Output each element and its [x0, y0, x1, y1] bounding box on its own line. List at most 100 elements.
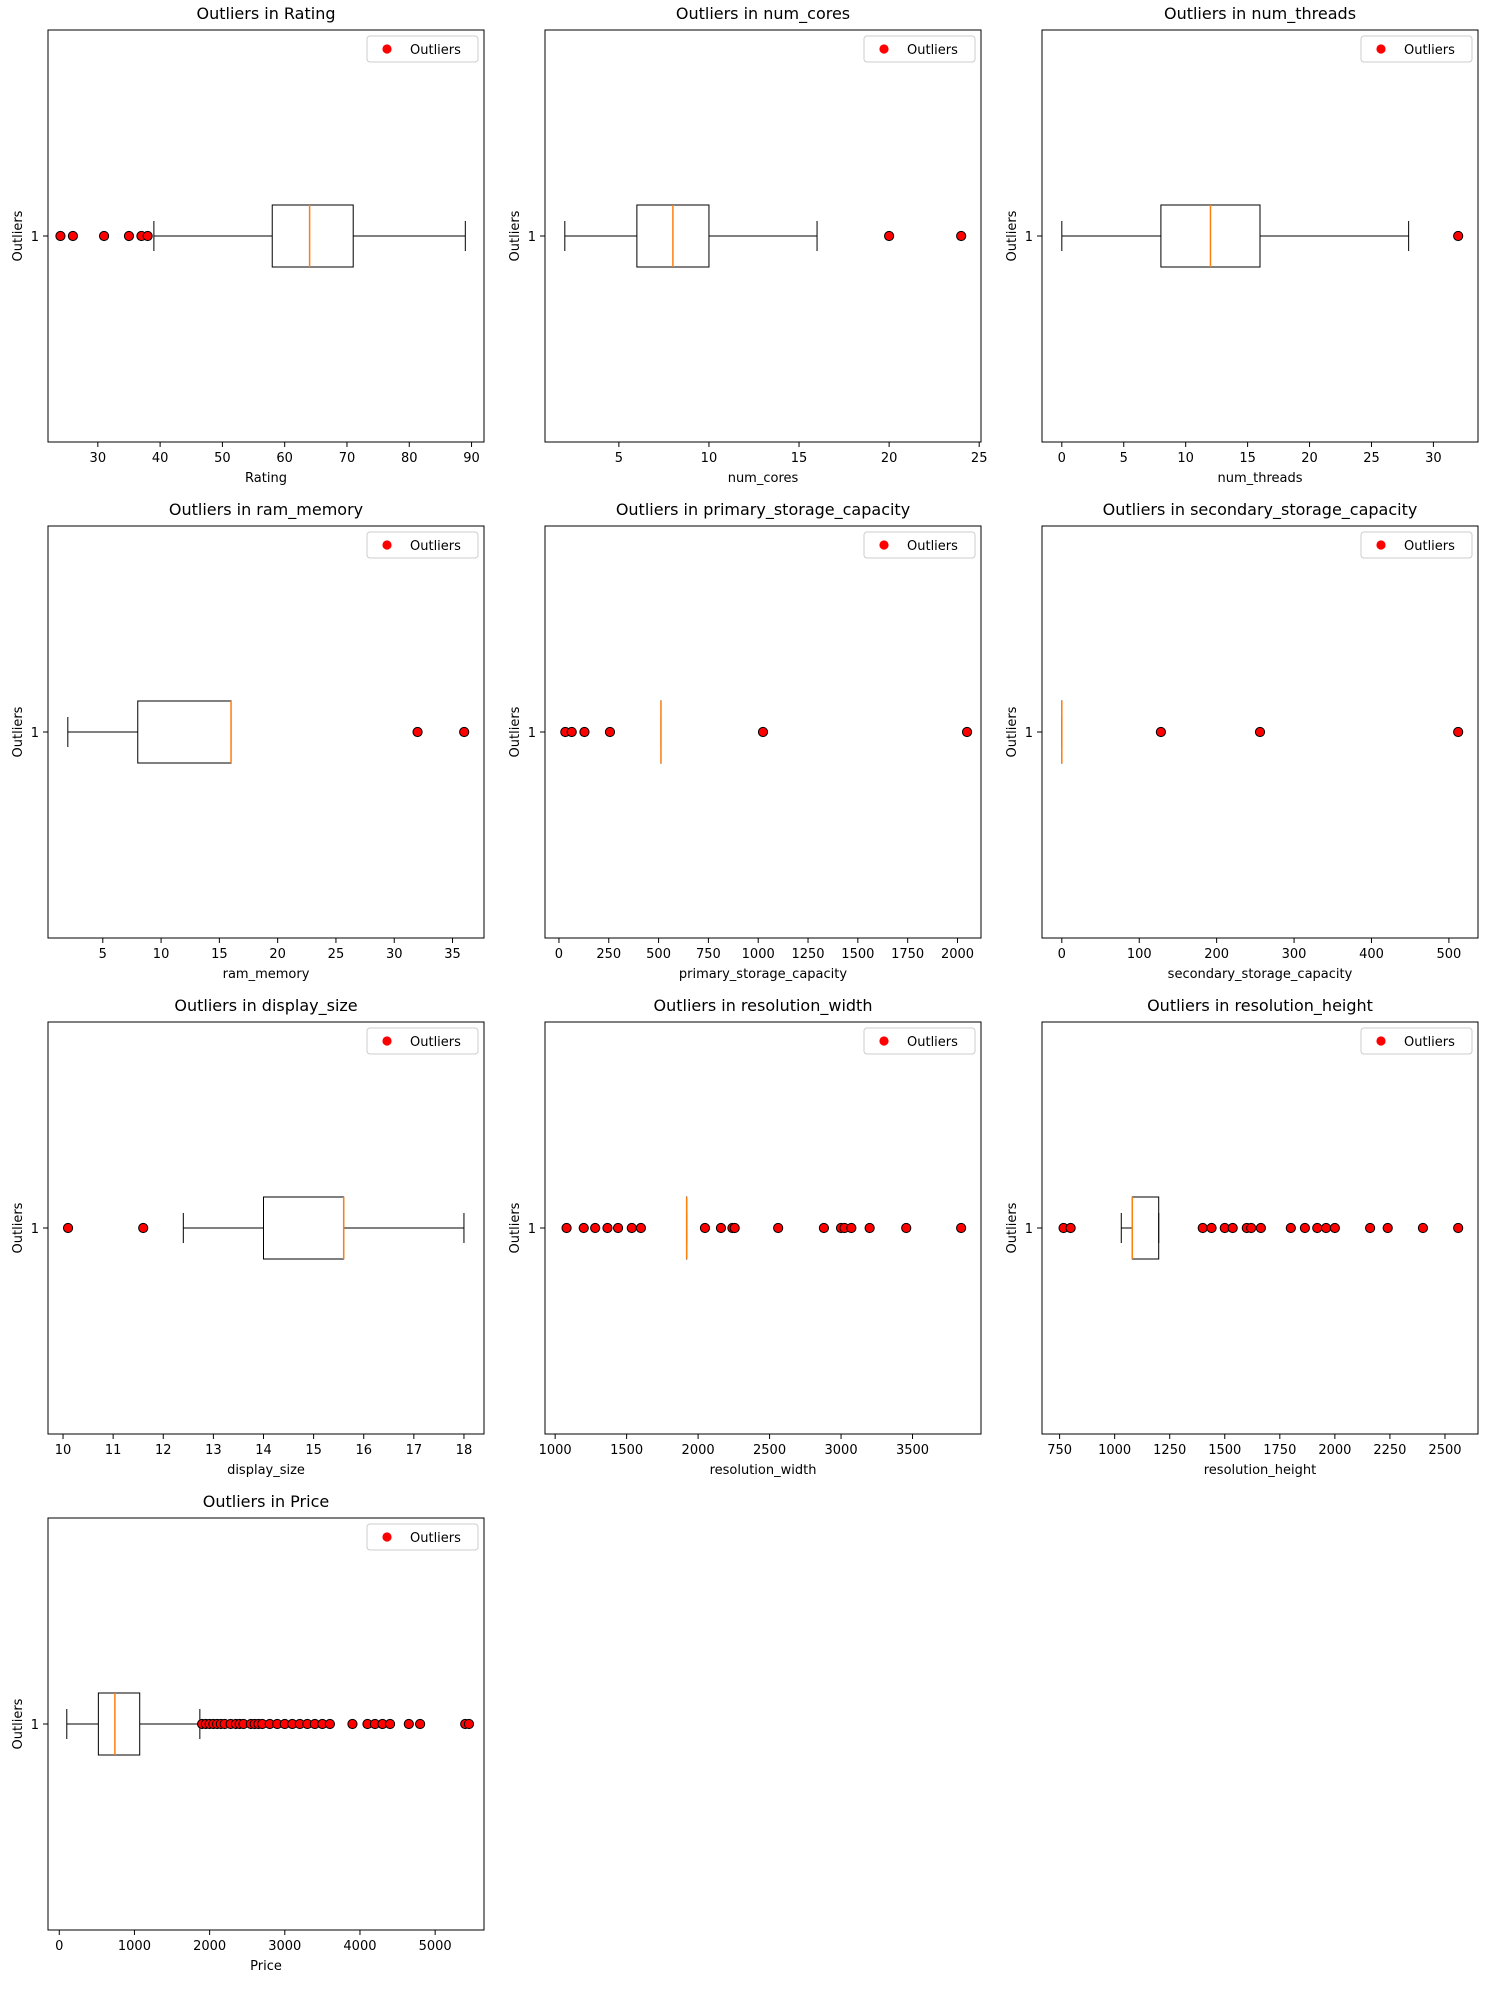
x-tick-label: 0 [1058, 451, 1066, 466]
x-tick-label: 40 [152, 451, 169, 466]
chart-panel-2: Outliers in num_cores 5 10 15 20 25 num_cores 1… [508, 4, 987, 486]
x-tick-label: 16 [355, 1443, 372, 1458]
x-tick-label: 50 [214, 451, 231, 466]
legend-box [1360, 1027, 1473, 1055]
outlier-point [67, 230, 79, 242]
x-tick-label: 1000 [539, 1443, 572, 1458]
legend-marker [1376, 1036, 1386, 1046]
outlier-point [138, 1222, 149, 1234]
y-axis-label: Outliers [11, 1698, 26, 1749]
iqr-box [137, 700, 232, 764]
chart-panel-3: Outliers in num_threads 0 5 10 15 20 25 30 num_t… [1005, 4, 1479, 486]
x-tick-label: 300 [1282, 947, 1307, 962]
legend-label: Outliers [1404, 1035, 1455, 1050]
outlier-point [729, 1222, 740, 1234]
x-tick-label: 2000 [193, 1939, 226, 1954]
legend-label: Outliers [410, 43, 461, 58]
x-tick-label: 25 [328, 947, 345, 962]
legend-box [366, 531, 479, 559]
outlier-point [590, 1222, 601, 1234]
legend-marker [879, 1036, 889, 1046]
x-tick-label: 14 [255, 1443, 272, 1458]
x-tick-label: 60 [276, 451, 293, 466]
x-tick-label: 1750 [891, 947, 924, 962]
y-tick-label: 1 [528, 1222, 536, 1237]
y-axis-label: Outliers [11, 210, 26, 261]
x-tick-label: 1250 [791, 947, 824, 962]
x-tick-label: 3500 [896, 1443, 929, 1458]
x-axis-label: display_size [227, 1463, 305, 1478]
y-axis-label: Outliers [11, 1202, 26, 1253]
chart-title: Outliers in Price [203, 1492, 329, 1511]
chart-title: Outliers in display_size [174, 996, 357, 1016]
outlier-point [1227, 1222, 1238, 1234]
y-axis-label: Outliers [1005, 706, 1020, 757]
x-tick-label: 0 [555, 947, 563, 962]
chart-panel-10: Outliers in Price 0 1000 2000 3000 4000 5000 Pr… [11, 1492, 485, 1974]
x-tick-label: 200 [1204, 947, 1229, 962]
x-tick-label: 1250 [1153, 1443, 1186, 1458]
x-tick-label: 18 [456, 1443, 473, 1458]
outlier-point [1254, 726, 1266, 738]
chart-title: Outliers in ram_memory [169, 500, 363, 520]
outlier-point [1453, 1222, 1464, 1234]
outlier-point [864, 1222, 875, 1234]
y-tick-label: 1 [1025, 230, 1033, 245]
outlier-point [579, 726, 590, 738]
outlier-point [1246, 1222, 1257, 1234]
x-tick-label: 250 [596, 947, 621, 962]
legend-label: Outliers [1404, 43, 1455, 58]
x-tick-label: 25 [1363, 451, 1380, 466]
x-tick-label: 11 [105, 1443, 122, 1458]
outlier-point [403, 1718, 414, 1730]
y-axis-label: Outliers [508, 706, 523, 757]
outlier-point [818, 1222, 829, 1234]
x-tick-label: 10 [55, 1443, 72, 1458]
y-tick-label: 1 [31, 230, 39, 245]
y-tick-label: 1 [31, 1718, 39, 1733]
outlier-point [123, 230, 135, 242]
chart-title: Outliers in primary_storage_capacity [616, 500, 910, 520]
x-axis-label: num_threads [1217, 471, 1302, 486]
y-tick-label: 1 [31, 1222, 39, 1237]
iqr-box [1131, 1196, 1160, 1260]
legend-box [863, 35, 976, 63]
x-tick-label: 15 [1239, 451, 1256, 466]
x-tick-label: 3000 [268, 1939, 301, 1954]
x-tick-label: 35 [444, 947, 461, 962]
x-axis-label: resolution_height [1204, 1463, 1316, 1478]
chart-title: Outliers in num_cores [676, 4, 850, 24]
x-tick-label: 2000 [941, 947, 974, 962]
outlier-point [699, 1222, 711, 1234]
legend-box [1360, 35, 1473, 63]
x-tick-label: 1500 [1208, 1443, 1241, 1458]
x-tick-label: 17 [406, 1443, 423, 1458]
y-tick-label: 1 [31, 726, 39, 741]
iqr-box [262, 1196, 345, 1260]
outlier-point [1255, 1222, 1266, 1234]
chart-title: Outliers in num_threads [1164, 4, 1356, 24]
outlier-point [324, 1718, 335, 1730]
x-tick-label: 1000 [742, 947, 775, 962]
chart-title: Outliers in resolution_height [1147, 996, 1373, 1016]
x-tick-label: 1000 [1098, 1443, 1131, 1458]
outlier-point [566, 726, 577, 738]
outlier-point [561, 1222, 572, 1234]
outlier-point [142, 230, 153, 242]
x-tick-label: 400 [1359, 947, 1384, 962]
outlier-point [757, 726, 769, 738]
x-tick-label: 2000 [682, 1443, 715, 1458]
chart-panel-7: Outliers in display_size 10 11 12 13 14 15 16 17… [11, 996, 485, 1478]
x-tick-label: 10 [1177, 451, 1194, 466]
x-tick-label: 2500 [753, 1443, 786, 1458]
legend-box [863, 531, 976, 559]
y-axis-label: Outliers [1005, 210, 1020, 261]
x-tick-label: 20 [269, 947, 286, 962]
outlier-point [1206, 1222, 1217, 1234]
x-axis-label: num_cores [728, 471, 799, 486]
outlier-point [1382, 1222, 1393, 1234]
x-axis-label: Rating [245, 471, 287, 486]
